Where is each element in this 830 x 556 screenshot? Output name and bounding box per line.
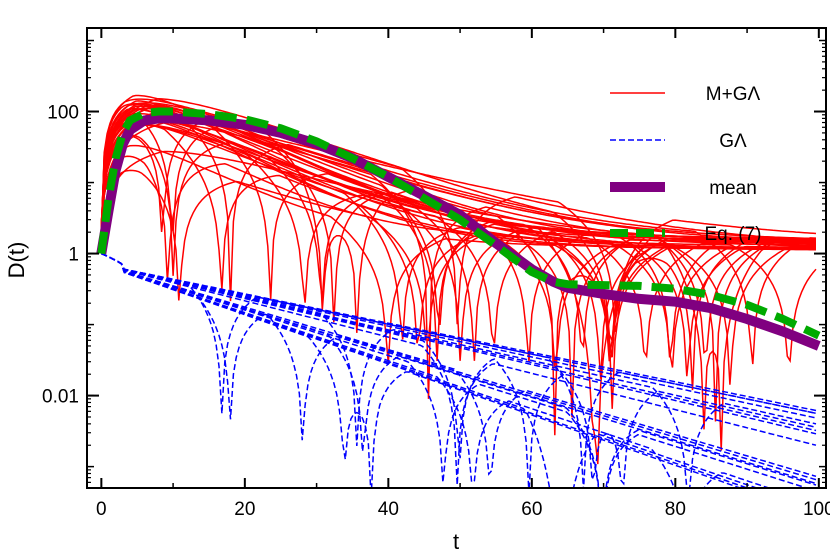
- m-plus-g-lambda-curve: [100, 121, 816, 290]
- g-lambda-curve: [101, 252, 817, 412]
- legend: M+GΛ GΛ mean Eq. (7): [610, 84, 762, 245]
- m-plus-g-lambda-curve: [100, 98, 817, 355]
- x-tick-label: 0: [96, 499, 107, 520]
- legend-label: Eq. (7): [704, 224, 761, 245]
- g-lambda-curve: [101, 252, 743, 488]
- g-lambda-curve: [101, 252, 817, 488]
- g-lambda-sample-curves: [101, 252, 817, 488]
- series-eq7-line: [97, 107, 821, 340]
- m-plus-g-lambda-curve: [100, 121, 817, 243]
- m-plus-g-lambda-curve: [100, 108, 816, 385]
- x-tick-label: 100: [803, 499, 830, 520]
- series-mean-line: [96, 113, 821, 351]
- y-tick-label: 0.01: [42, 387, 79, 408]
- m-plus-g-lambda-curve: [100, 122, 816, 391]
- legend-label: mean: [709, 178, 757, 199]
- y-tick-label: 100: [47, 103, 79, 124]
- g-lambda-curve: [101, 252, 817, 481]
- axes: [86, 27, 827, 489]
- x-tick-label: 20: [234, 499, 255, 520]
- g-lambda-curve: [101, 252, 759, 488]
- g-lambda-curve: [101, 252, 817, 485]
- x-tick-label: 40: [378, 499, 399, 520]
- g-lambda-curve: [101, 252, 817, 485]
- y-tick-label: 1: [68, 245, 79, 266]
- g-lambda-curve: [101, 252, 817, 419]
- m-plus-g-lambda-curve: [100, 144, 816, 409]
- m-plus-g-lambda-curve: [100, 107, 817, 451]
- x-axis-title: t: [453, 529, 459, 554]
- m-plus-g-lambda-curve: [100, 102, 817, 399]
- legend-label: M+GΛ: [706, 84, 761, 105]
- m-plus-g-lambda-curve: [100, 169, 817, 364]
- g-lambda-curve: [101, 252, 809, 488]
- legend-label: GΛ: [719, 131, 747, 152]
- g-lambda-curve: [101, 252, 817, 478]
- x-tick-label: 60: [521, 499, 542, 520]
- x-tick-label: 80: [665, 499, 686, 520]
- y-axis-title: D(t): [4, 242, 29, 279]
